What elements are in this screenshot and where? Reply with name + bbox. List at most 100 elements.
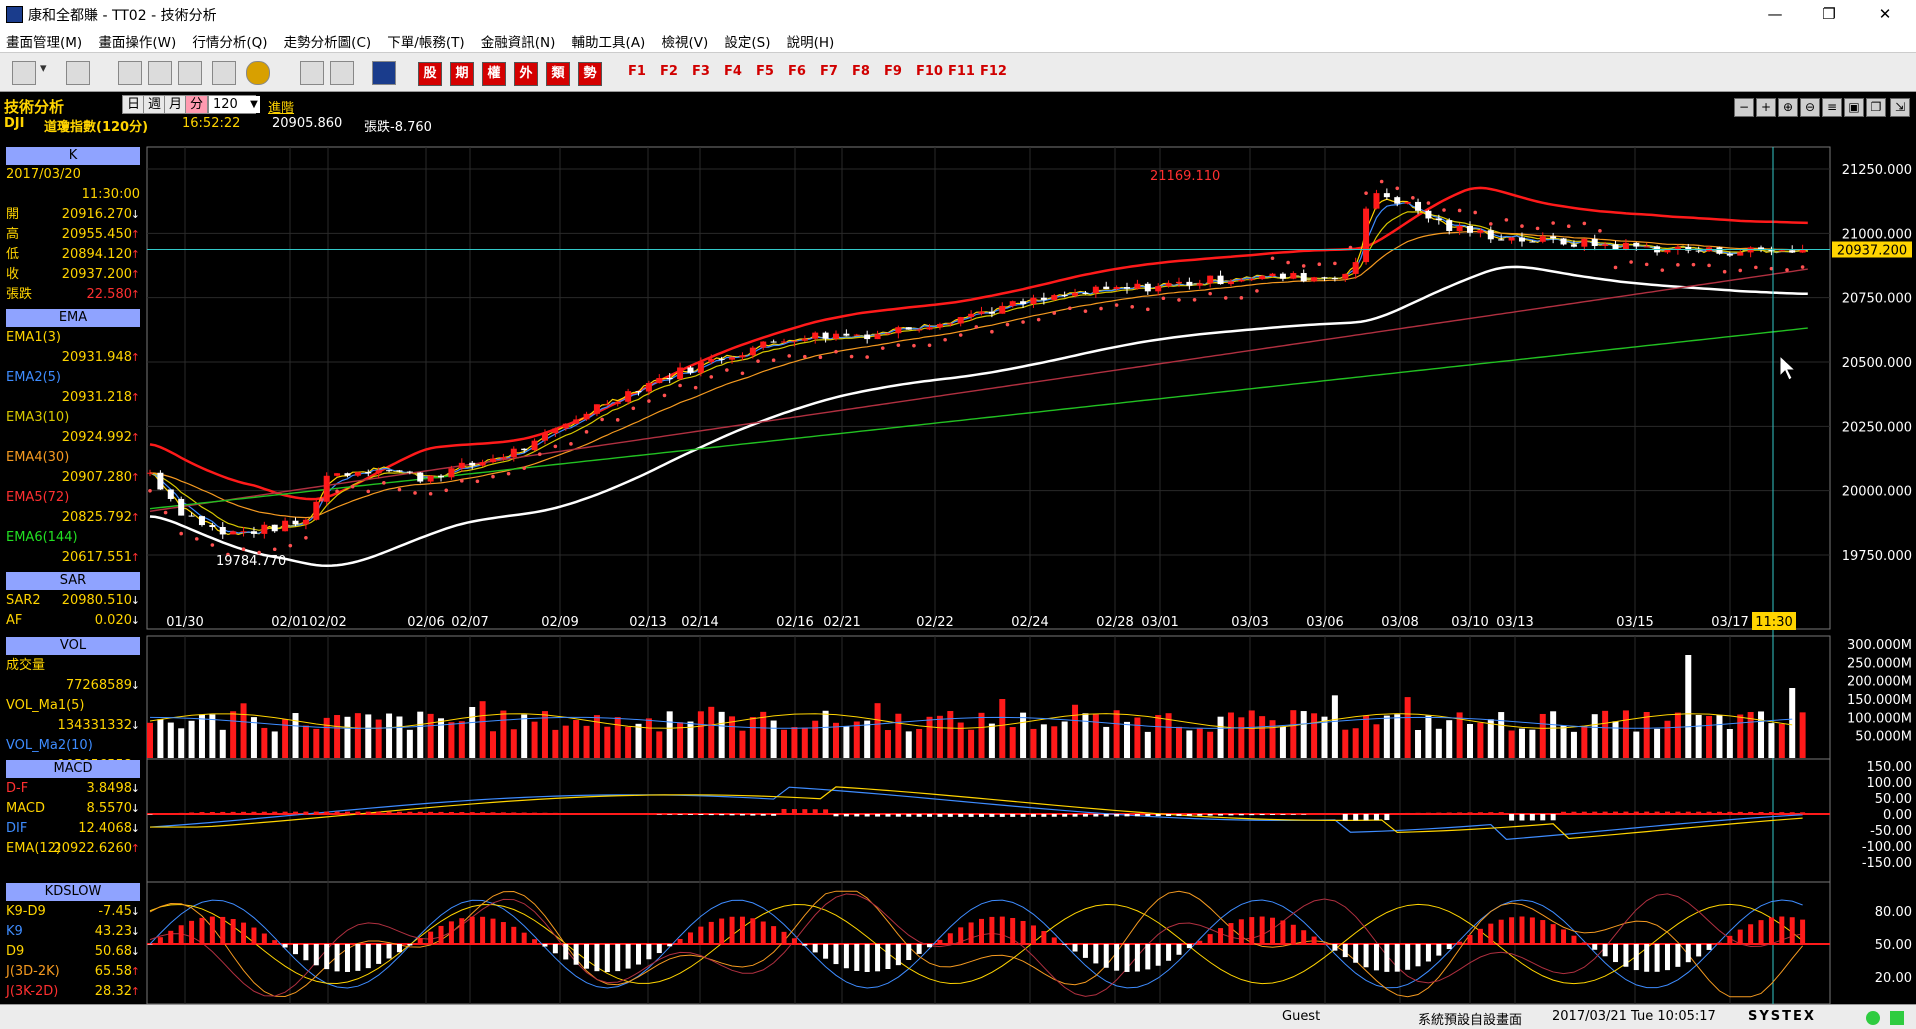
- date-tick-label: 02/22: [916, 615, 953, 630]
- layout-icon[interactable]: [178, 61, 202, 85]
- plus-icon[interactable]: +: [1756, 98, 1776, 117]
- interval-select[interactable]: 120: [208, 95, 256, 114]
- minimize-button[interactable]: —: [1767, 5, 1783, 23]
- link-icon[interactable]: [300, 61, 324, 85]
- kd-bar: [1363, 944, 1369, 968]
- macd-bar: [1197, 814, 1203, 816]
- candle-body: [812, 332, 819, 339]
- candle-body: [1560, 238, 1567, 245]
- volume-bar: [968, 729, 975, 758]
- kd-bar: [584, 944, 590, 969]
- menu-trend-chart[interactable]: 走勢分析圖(C): [283, 35, 372, 51]
- f12-key[interactable]: F12: [980, 64, 1007, 79]
- main-frame: [146, 146, 1831, 630]
- macd-bar: [251, 811, 257, 815]
- options-button[interactable]: 權: [482, 62, 506, 86]
- foreign-button[interactable]: 外: [514, 62, 538, 86]
- coin-icon[interactable]: [246, 61, 270, 85]
- status-bar: Guest 系統預設自設畫面 2017/03/21 Tue 10:05:17 S…: [0, 1004, 1916, 1029]
- trend-button[interactable]: 勢: [578, 62, 602, 86]
- volume-bar: [313, 728, 320, 758]
- ema-value: 20907.280 ↑: [61, 470, 140, 485]
- window-icon[interactable]: [330, 61, 354, 85]
- volume-bar: [1404, 697, 1411, 758]
- f4-key[interactable]: F4: [724, 64, 742, 79]
- f1-key[interactable]: F1: [628, 64, 646, 79]
- f3-key[interactable]: F3: [692, 64, 710, 79]
- futures-button[interactable]: 期: [450, 62, 474, 86]
- volume-bar: [1165, 713, 1172, 758]
- f7-key[interactable]: F7: [820, 64, 838, 79]
- maximize-button[interactable]: ❐: [1822, 5, 1836, 23]
- volume-bar: [791, 727, 798, 758]
- sar-dot: [241, 547, 246, 552]
- chevron-down-icon[interactable]: ▼: [248, 96, 260, 113]
- save-icon[interactable]: ▣: [1844, 98, 1864, 117]
- stock-button[interactable]: 股: [418, 62, 442, 86]
- period-month[interactable]: 月: [164, 95, 188, 114]
- f9-key[interactable]: F9: [884, 64, 902, 79]
- macd-bar: [677, 814, 683, 815]
- period-day[interactable]: 日: [122, 95, 146, 114]
- f6-key[interactable]: F6: [788, 64, 806, 79]
- volume-bar: [1758, 711, 1765, 758]
- minus-icon[interactable]: −: [1734, 98, 1754, 117]
- menu-settings[interactable]: 設定(S): [724, 35, 771, 51]
- zoom-out-icon[interactable]: ⊖: [1800, 98, 1820, 117]
- sar-dot: [1457, 208, 1462, 213]
- macd-bar: [1249, 814, 1255, 816]
- split-icon[interactable]: [212, 61, 236, 85]
- macd-bar: [261, 811, 267, 815]
- zoom-icon[interactable]: [118, 61, 142, 85]
- volume-bar: [541, 711, 548, 758]
- advanced-link[interactable]: 進階: [268, 101, 295, 116]
- period-week[interactable]: 週: [143, 95, 167, 114]
- kd-bar: [1093, 944, 1099, 964]
- macd-bar: [199, 812, 205, 815]
- volume-bar: [1560, 725, 1567, 758]
- export-icon[interactable]: ⇲: [1890, 98, 1910, 117]
- f2-key[interactable]: F2: [660, 64, 678, 79]
- menu-screen-operate[interactable]: 畫面操作(W): [98, 35, 177, 51]
- volume-bar: [1674, 712, 1681, 758]
- candle-body: [625, 391, 632, 402]
- chart-icon[interactable]: [12, 61, 36, 85]
- volume-bar: [583, 725, 590, 758]
- category-button[interactable]: 類: [546, 62, 570, 86]
- macd-bar: [1062, 814, 1068, 817]
- mouse-cursor-icon: [1779, 354, 1797, 381]
- volume-bar: [1602, 710, 1609, 758]
- sar-dot: [491, 474, 495, 479]
- monitor-icon[interactable]: [66, 61, 90, 85]
- menu-view[interactable]: 檢視(V): [661, 35, 709, 51]
- menu-aux-tools[interactable]: 輔助工具(A): [571, 35, 646, 51]
- upper-band-line: [149, 186, 1808, 501]
- zoom-in-icon[interactable]: ⊕: [1778, 98, 1798, 117]
- chart-area[interactable]: 21250.000 21000.000 20750.000 20500.000 2025…: [0, 144, 1916, 1004]
- macd-bar: [1259, 814, 1265, 816]
- arrow-up-icon: ↑: [130, 228, 140, 241]
- volume-bar: [916, 728, 923, 758]
- kd-bar: [989, 916, 995, 945]
- f5-key[interactable]: F5: [756, 64, 774, 79]
- copy-icon[interactable]: ❐: [1866, 98, 1886, 117]
- f11-key[interactable]: F11: [948, 64, 975, 79]
- settings-icon[interactable]: ≡: [1822, 98, 1842, 117]
- volume-bar: [1175, 726, 1182, 758]
- menu-screen-manage[interactable]: 畫面管理(M): [6, 35, 83, 51]
- volume-bar: [625, 726, 632, 758]
- volume-bar: [1061, 721, 1068, 758]
- menu-order-account[interactable]: 下單/帳務(T): [387, 35, 465, 51]
- menu-quote-analysis[interactable]: 行情分析(Q): [192, 35, 268, 51]
- cancel-icon[interactable]: [148, 61, 172, 85]
- date-tick-label: 03/01: [1141, 615, 1178, 630]
- f8-key[interactable]: F8: [852, 64, 870, 79]
- menu-help[interactable]: 說明(H): [786, 35, 835, 51]
- candle-body: [760, 341, 767, 348]
- menu-finance-info[interactable]: 金融資訊(N): [480, 35, 556, 51]
- close-button[interactable]: ✕: [1878, 5, 1892, 23]
- macd-bar: [511, 812, 517, 815]
- period-minute[interactable]: 分: [185, 95, 209, 114]
- f10-key[interactable]: F10: [916, 64, 943, 79]
- logo-icon[interactable]: [372, 61, 396, 85]
